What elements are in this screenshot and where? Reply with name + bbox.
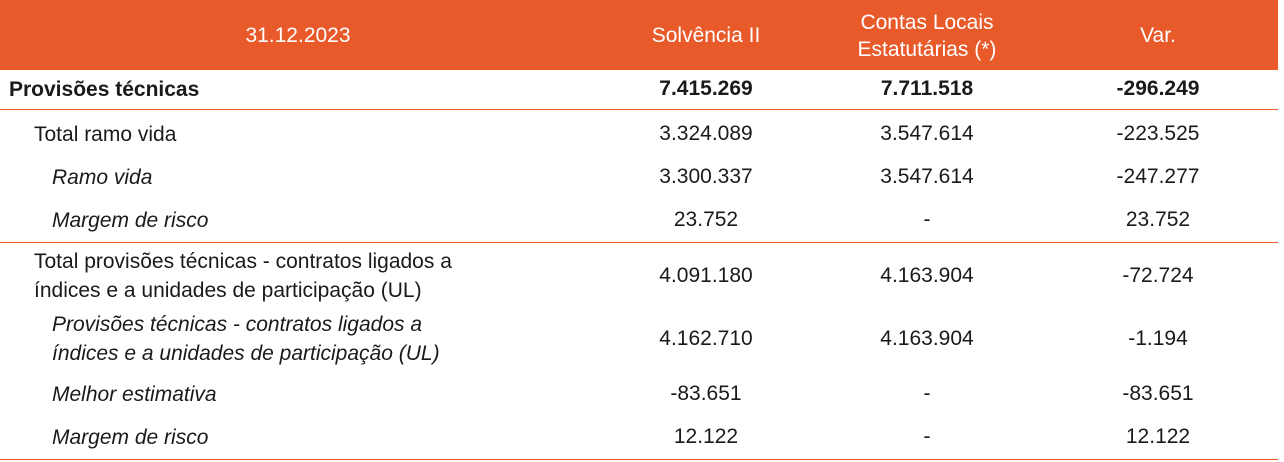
row-solvencia: 7.415.269 <box>659 77 753 100</box>
header-contas-locais: Contas Locais Estatutárias (*) <box>816 0 1038 70</box>
row-label-line2: índices e a unidades de participação (UL… <box>34 279 422 302</box>
row-var: -296.249 <box>1116 77 1200 100</box>
header-contas-line1: Contas Locais <box>860 11 994 34</box>
header-contas-line2: Estatutárias (*) <box>857 38 997 61</box>
row-var: -83.651 <box>1122 382 1194 405</box>
row-var: -1.194 <box>1128 327 1188 350</box>
row-label: Total provisões técnicas - contratos lig… <box>0 245 596 307</box>
row-label: Melhor estimativa <box>52 382 217 406</box>
row-var: -247.277 <box>1116 165 1200 188</box>
row-var: -72.724 <box>1122 264 1194 287</box>
row-label: Total ramo vida <box>34 122 177 146</box>
row-solvencia: 12.122 <box>673 425 739 448</box>
row-label-line1: Total provisões técnicas - contratos lig… <box>34 250 452 273</box>
row-separator <box>0 242 1278 243</box>
row-contas: - <box>923 425 931 448</box>
row-solvencia: 3.324.089 <box>659 122 753 145</box>
table-row: Ramo vida 3.300.337 3.547.614 -247.277 <box>0 155 1278 199</box>
table-row: Total provisões técnicas - contratos lig… <box>0 245 1278 307</box>
table-row: Margem de risco 23.752 - 23.752 <box>0 199 1278 241</box>
row-solvencia: 3.300.337 <box>659 165 753 188</box>
row-label: Provisões técnicas - contratos ligados a… <box>0 308 596 370</box>
row-contas: 4.163.904 <box>880 327 974 350</box>
table-header-row: 31.12.2023 Solvência II Contas Locais Es… <box>0 0 1278 70</box>
row-solvencia: -83.651 <box>670 382 742 405</box>
table-row: Provisões técnicas - contratos ligados a… <box>0 308 1278 370</box>
row-solvencia: 4.162.710 <box>659 327 753 350</box>
table-row: Provisões técnicas 7.415.269 7.711.518 -… <box>0 70 1278 108</box>
row-contas: 4.163.904 <box>880 264 974 287</box>
row-label: Provisões técnicas <box>9 77 200 101</box>
row-label: Margem de risco <box>52 425 209 449</box>
row-label: Ramo vida <box>52 165 153 189</box>
row-var: 12.122 <box>1125 425 1191 448</box>
row-contas: - <box>923 382 931 405</box>
row-separator <box>0 109 1278 110</box>
row-contas: 7.711.518 <box>880 77 974 100</box>
row-contas: 3.547.614 <box>880 165 974 188</box>
table-row: Melhor estimativa -83.651 - -83.651 <box>0 372 1278 416</box>
row-label-line2: índices e a unidades de participação (UL… <box>52 342 440 365</box>
row-var: 23.752 <box>1125 208 1191 231</box>
header-solvencia: Solvência II <box>651 23 761 47</box>
row-contas: - <box>923 208 931 231</box>
table-row: Total ramo vida 3.324.089 3.547.614 -223… <box>0 113 1278 155</box>
row-solvencia: 4.091.180 <box>659 264 753 287</box>
row-contas: 3.547.614 <box>880 122 974 145</box>
row-solvencia: 23.752 <box>673 208 739 231</box>
row-var: -223.525 <box>1116 122 1200 145</box>
table-row: Margem de risco 12.122 - 12.122 <box>0 416 1278 458</box>
row-label-line1: Provisões técnicas - contratos ligados a <box>52 313 423 336</box>
header-date: 31.12.2023 <box>245 23 351 47</box>
header-var: Var. <box>1140 23 1176 47</box>
table-bottom-border <box>0 459 1278 460</box>
row-label: Margem de risco <box>52 208 209 232</box>
